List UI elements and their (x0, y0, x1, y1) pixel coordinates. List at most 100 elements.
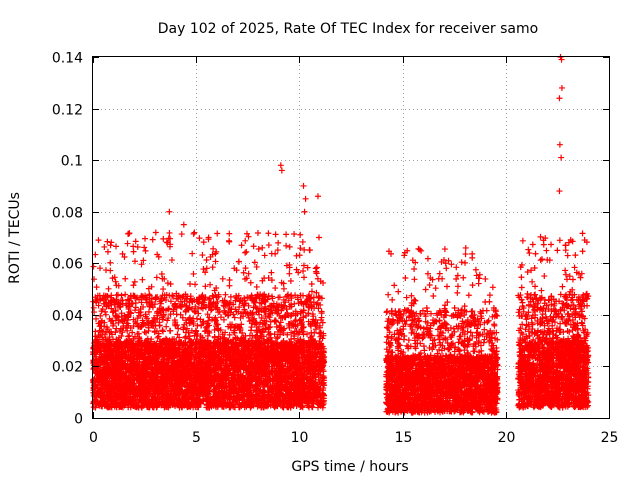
data-point (104, 248, 111, 255)
data-point (299, 238, 306, 245)
data-point (148, 295, 155, 302)
data-point (308, 281, 315, 288)
data-point (163, 323, 170, 330)
data-point (141, 329, 148, 336)
data-point (278, 307, 285, 314)
data-point (90, 263, 97, 270)
data-point (300, 274, 307, 281)
data-point (129, 329, 136, 336)
data-point (283, 242, 290, 249)
data-point (300, 268, 307, 275)
data-point (272, 317, 279, 324)
data-point (255, 246, 262, 253)
y-axis-label: ROTI / TECUs (7, 192, 23, 284)
data-point (118, 332, 125, 339)
data-point (168, 257, 175, 264)
data-point (209, 264, 216, 271)
data-point (291, 231, 298, 238)
data-point (267, 318, 274, 325)
data-point (132, 307, 139, 314)
data-point (146, 291, 153, 298)
data-point (227, 293, 234, 300)
data-point (283, 231, 290, 238)
data-point (101, 243, 108, 250)
data-point (272, 231, 279, 238)
data-point (145, 308, 152, 315)
data-point (113, 243, 120, 250)
data-point (261, 252, 268, 259)
data-point (286, 243, 293, 250)
data-point (202, 269, 209, 276)
data-point (126, 332, 133, 339)
data-point (250, 243, 257, 250)
data-point (119, 250, 126, 257)
data-point (151, 328, 158, 335)
data-point (131, 258, 138, 265)
data-point (105, 285, 112, 292)
data-point (239, 330, 246, 337)
data-point (145, 285, 152, 292)
data-point (226, 282, 233, 289)
data-point (141, 244, 148, 251)
data-point (126, 230, 133, 237)
data-point (297, 245, 304, 252)
data-point (160, 286, 167, 293)
data-point (130, 282, 137, 289)
data-point (204, 311, 211, 318)
data-point (206, 295, 213, 302)
data-point (222, 291, 229, 298)
data-point (287, 278, 294, 285)
data-point (214, 230, 221, 237)
data-point (268, 250, 275, 257)
data-point (130, 243, 137, 250)
data-point (265, 242, 272, 249)
data-point (125, 230, 132, 237)
data-point (175, 325, 182, 332)
data-point (107, 259, 114, 266)
data-point (112, 278, 119, 285)
data-point (242, 249, 249, 256)
data-point (282, 299, 289, 306)
data-point (93, 284, 100, 291)
data-points (90, 54, 592, 416)
data-point (199, 252, 206, 259)
data-point (250, 304, 257, 311)
data-point (231, 314, 238, 321)
data-point (307, 323, 314, 330)
data-point (142, 247, 149, 254)
data-point (190, 270, 197, 277)
data-point (283, 306, 290, 313)
data-point (286, 270, 293, 277)
data-point (179, 314, 186, 321)
data-point (203, 256, 210, 263)
data-point (182, 334, 189, 341)
data-point (102, 311, 109, 318)
data-point (265, 230, 272, 237)
data-point (92, 251, 99, 258)
data-point (152, 229, 159, 236)
data-point (178, 231, 185, 238)
data-point (318, 295, 325, 302)
x-axis-label: GPS time / hours (291, 459, 408, 475)
data-point (134, 244, 141, 251)
data-point (164, 317, 171, 324)
data-point (280, 285, 287, 292)
data-point (242, 237, 249, 244)
data-point (132, 238, 139, 245)
data-point (246, 318, 253, 325)
data-point (219, 275, 226, 282)
data-point (104, 238, 111, 245)
data-point (166, 229, 173, 236)
data-point (253, 263, 260, 270)
data-point (167, 327, 174, 334)
data-point (149, 236, 156, 243)
data-point (92, 328, 99, 335)
data-point (308, 288, 315, 295)
data-point (95, 237, 102, 244)
data-point (254, 230, 261, 237)
data-point (313, 264, 320, 271)
data-point (140, 257, 147, 264)
data-point (108, 239, 115, 246)
data-point (138, 261, 145, 268)
data-point (131, 278, 138, 285)
